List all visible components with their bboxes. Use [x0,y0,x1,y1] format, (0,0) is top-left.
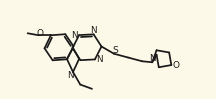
Text: N: N [67,71,73,80]
Text: N: N [71,31,78,40]
Text: N: N [149,54,156,63]
Text: O: O [172,61,179,70]
Text: O: O [37,29,44,38]
Text: N: N [90,26,97,35]
Text: S: S [112,46,118,55]
Text: N: N [96,55,102,64]
